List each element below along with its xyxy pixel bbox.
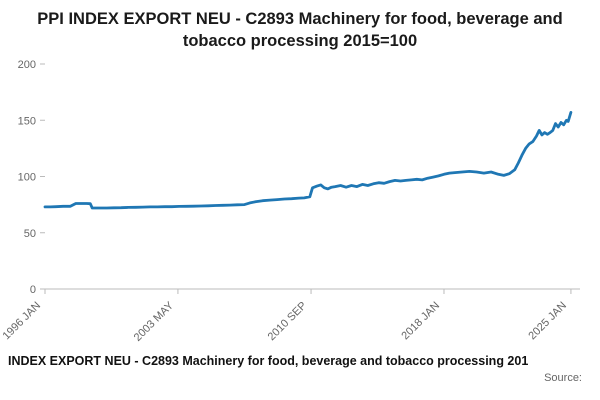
x-axis-tick-label: 2010 SEP [266, 300, 310, 344]
chart-title: PPI INDEX EXPORT NEU - C2893 Machinery f… [37, 10, 563, 50]
x-axis-tick-label: 2003 MAY [132, 299, 177, 344]
line-chart-svg: 0 50 100 150 200 1996 JAN 2003 MAY 2010 SEP 2018… [0, 59, 580, 344]
legend-item[interactable]: INDEX EXPORT NEU - C2893 Machinery for f… [8, 354, 529, 368]
chart-area: 0 50 100 150 200 1996 JAN 2003 MAY 2010 SEP 2018… [0, 52, 600, 352]
x-axis-tick-label: 2025 JAN [526, 300, 569, 343]
x-axis-tick-label: 2018 JAN [399, 300, 442, 343]
y-axis-tick-label: 100 [18, 172, 36, 184]
y-axis-tick-label: 200 [18, 59, 36, 71]
data-series-line [43, 111, 573, 210]
x-axis-tick-label: 1996 JAN [0, 300, 43, 343]
source-label: Source: [544, 372, 582, 384]
y-axis-tick-label: 150 [18, 115, 36, 127]
y-axis-tick-label: 0 [30, 284, 36, 296]
y-axis-tick-label: 50 [24, 228, 36, 240]
